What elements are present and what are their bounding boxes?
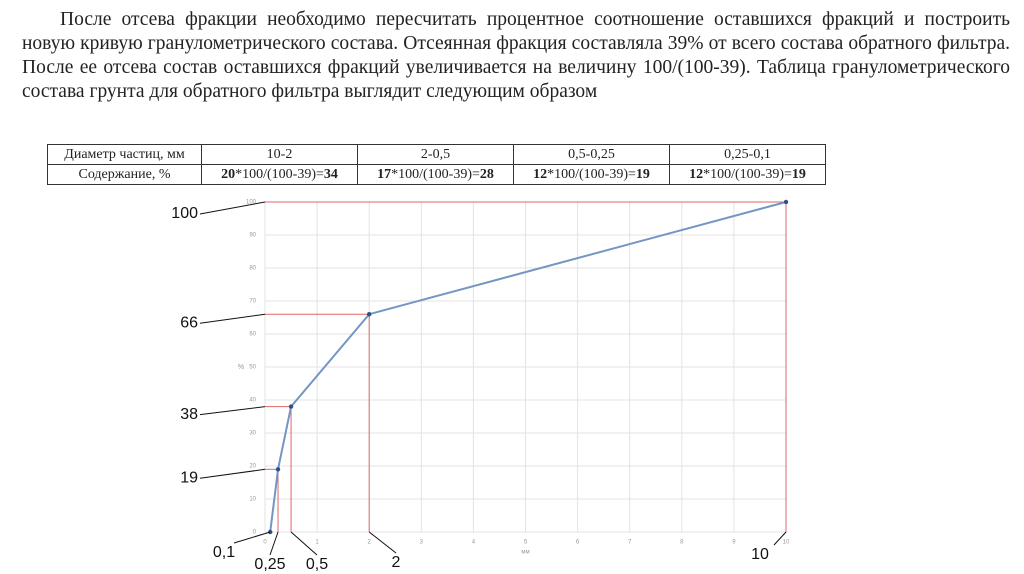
callout-line (233, 531, 271, 544)
y-tick-label: 40 (249, 398, 256, 404)
callout-line (199, 406, 266, 416)
cell-run: 12 (689, 166, 704, 182)
data-point (288, 404, 294, 409)
table-header-cell: 10-2 (201, 144, 358, 165)
y-tick-label: 20 (249, 464, 256, 470)
cell-run: 19 (635, 166, 650, 182)
x-tick-label: 5 (524, 540, 528, 546)
callout-line (199, 313, 266, 324)
x-tick-label: 3 (420, 540, 424, 546)
callout-line (269, 531, 279, 556)
callout-label: 66 (180, 314, 198, 331)
x-tick-label: 10 (783, 540, 790, 546)
table-row: Содержание, % 20*100/(100-39)=34 17*100/(… (47, 164, 826, 185)
y-tick-label: 70 (249, 299, 256, 305)
cell-run: *100/(100-39)= (235, 166, 324, 182)
y-tick-label: 30 (249, 431, 256, 437)
table-header-cell: Диаметр частиц, мм (47, 144, 202, 165)
table-cell: 17*100/(100-39)=28 (357, 164, 514, 185)
data-point (783, 199, 789, 205)
x-tick-label: 8 (680, 540, 684, 546)
cell-run: 12 (533, 166, 548, 182)
x-tick-label: 4 (472, 540, 476, 546)
cell-run: 34 (323, 166, 338, 182)
table-cell: 12*100/(100-39)=19 (513, 164, 670, 185)
table-cell: 20*100/(100-39)=34 (201, 164, 358, 185)
data-point (275, 467, 281, 472)
y-tick-label: 90 (249, 233, 256, 239)
paragraph: После отсева фракции необходимо пересчит… (22, 9, 1010, 102)
callout-label: 38 (180, 406, 198, 423)
x-tick-label: 9 (732, 540, 736, 546)
callout-label: 19 (180, 470, 198, 487)
x-tick-label: 2 (368, 540, 372, 546)
callout-label: 0,5 (306, 556, 328, 573)
y-tick-label: 50 (249, 365, 256, 371)
cell-run: 19 (791, 166, 806, 182)
callout-line (199, 468, 266, 479)
cell-run: 17 (377, 166, 392, 182)
y-tick-label: 0 (253, 530, 257, 536)
callout-label: 100 (171, 205, 198, 222)
x-tick-label: 6 (576, 540, 580, 546)
table-header-cell: 2-0,5 (357, 144, 514, 165)
cell-run: *100/(100-39)= (391, 166, 480, 182)
table: Диаметр частиц, мм 10-2 2-0,5 0,5-0,25 0… (47, 144, 826, 185)
callout-label: 10 (751, 546, 769, 563)
table-header-cell: 0,5-0,25 (513, 144, 670, 165)
callout-label: 0,25 (254, 556, 285, 573)
table-cell: 12*100/(100-39)=19 (669, 164, 826, 185)
callout-label: 0,1 (213, 544, 235, 561)
y-tick-label: 100 (246, 200, 257, 206)
table-row: Диаметр частиц, мм 10-2 2-0,5 0,5-0,25 0… (47, 144, 826, 165)
cell-run: *100/(100-39)= (547, 166, 636, 182)
y-tick-label: 10 (249, 497, 256, 503)
x-tick-label: 7 (628, 540, 632, 546)
y-tick-label: 60 (249, 332, 256, 338)
cell-run: 28 (479, 166, 494, 182)
callout-line (199, 201, 266, 215)
cell-run: 20 (221, 166, 236, 182)
x-axis-label: мм (521, 550, 529, 556)
cell-run: *100/(100-39)= (703, 166, 792, 182)
callout-label: 2 (392, 554, 401, 571)
callout-line (773, 531, 787, 546)
x-tick-label: 1 (315, 540, 319, 546)
callout-line (368, 531, 397, 554)
table-header-cell: 0,25-0,1 (669, 144, 826, 165)
table-row-label: Содержание, % (47, 164, 202, 185)
x-tick-label: 0 (263, 540, 267, 546)
data-point (367, 312, 372, 317)
callout-line (290, 531, 318, 556)
y-axis-label: % (238, 364, 244, 371)
y-tick-label: 80 (249, 266, 256, 272)
